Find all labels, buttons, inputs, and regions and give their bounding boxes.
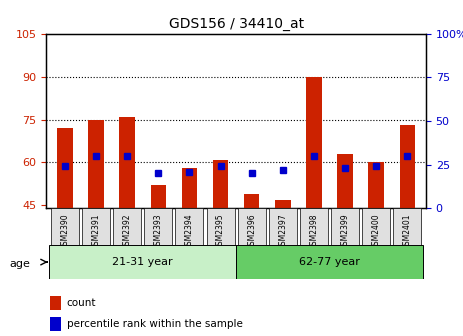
FancyBboxPatch shape — [50, 245, 236, 279]
Bar — [400, 125, 415, 208]
FancyBboxPatch shape — [82, 208, 110, 245]
Bar — [337, 154, 353, 208]
Bar — [119, 117, 135, 208]
Text: GSM2400: GSM2400 — [372, 214, 381, 251]
Bar — [50, 317, 61, 331]
Bar — [306, 77, 322, 208]
Bar — [150, 185, 166, 208]
Text: 21-31 year: 21-31 year — [113, 257, 173, 267]
Text: GSM2393: GSM2393 — [154, 214, 163, 251]
Text: GSM2395: GSM2395 — [216, 214, 225, 251]
Text: GSM2391: GSM2391 — [92, 214, 100, 250]
FancyBboxPatch shape — [144, 208, 172, 245]
Text: count: count — [67, 298, 96, 308]
Text: 62-77 year: 62-77 year — [299, 257, 360, 267]
FancyBboxPatch shape — [51, 208, 79, 245]
FancyBboxPatch shape — [331, 208, 359, 245]
Text: GSM2399: GSM2399 — [341, 214, 350, 251]
FancyBboxPatch shape — [300, 208, 328, 245]
Text: GSM2396: GSM2396 — [247, 214, 256, 251]
FancyBboxPatch shape — [393, 208, 421, 245]
Bar — [213, 160, 228, 208]
Text: GSM2398: GSM2398 — [309, 214, 319, 250]
FancyBboxPatch shape — [206, 208, 235, 245]
FancyBboxPatch shape — [238, 208, 266, 245]
Text: GSM2401: GSM2401 — [403, 214, 412, 250]
Title: GDS156 / 34410_at: GDS156 / 34410_at — [169, 17, 304, 31]
FancyBboxPatch shape — [113, 208, 141, 245]
Text: percentile rank within the sample: percentile rank within the sample — [67, 319, 243, 329]
Bar — [369, 163, 384, 208]
FancyBboxPatch shape — [175, 208, 203, 245]
Bar — [88, 120, 104, 208]
Bar — [181, 168, 197, 208]
Text: GSM2392: GSM2392 — [123, 214, 131, 250]
Bar — [57, 128, 73, 208]
Text: GSM2390: GSM2390 — [61, 214, 69, 251]
FancyBboxPatch shape — [362, 208, 390, 245]
Text: age: age — [9, 259, 30, 269]
Text: GSM2394: GSM2394 — [185, 214, 194, 251]
FancyBboxPatch shape — [269, 208, 297, 245]
Bar — [275, 200, 291, 208]
FancyBboxPatch shape — [236, 245, 423, 279]
Bar — [244, 194, 259, 208]
Bar — [50, 296, 61, 310]
Text: GSM2397: GSM2397 — [278, 214, 288, 251]
